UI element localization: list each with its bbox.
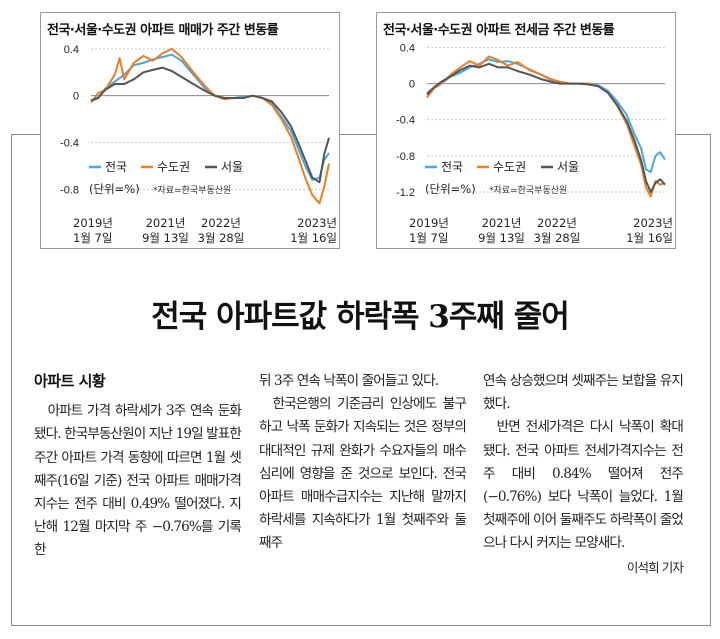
paragraph: 아파트 가격 하락세가 3주 연속 둔화됐다. 한국부동산원이 지난 19일 발… — [34, 403, 242, 559]
source-note: *자료=한국부동산원 — [489, 185, 567, 196]
byline: 이석희 기자 — [626, 559, 684, 575]
y-tick-label: 0 — [409, 79, 415, 91]
x-tick-label: 1월 16일 — [290, 231, 337, 245]
legend-label: 전국 — [105, 160, 127, 174]
y-tick-label: 0.4 — [64, 44, 79, 56]
y-tick-label: 0.4 — [400, 43, 415, 55]
article-column-2: 뒤 3주 연속 낙폭이 줄어들고 있다. 한국은행의 기준금리 인상에도 불구하… — [259, 370, 467, 556]
legend-label: 수도권 — [157, 160, 190, 174]
article-column-3: 연속 상승했으며 셋째주는 보합을 유지했다. 반면 전세가격은 다시 낙폭이 … — [483, 370, 684, 579]
source-note: *자료=한국부동산원 — [153, 185, 231, 196]
legend-label: 서울 — [557, 160, 579, 174]
y-tick-label: -0.8 — [396, 151, 415, 163]
legend-label: 수도권 — [493, 160, 526, 174]
x-tick-label: 2023년 — [633, 216, 673, 230]
legend-label: 서울 — [221, 160, 243, 174]
section-title: 아파트 시황 — [34, 372, 106, 390]
paragraph: 뒤 3주 연속 낙폭이 줄어들고 있다. — [259, 373, 439, 389]
y-tick-label: 0 — [73, 91, 79, 103]
series-line-seoul — [426, 62, 666, 193]
headline: 전국 아파트값 하락폭 3주째 줄어 — [151, 299, 570, 335]
jeonse-chart: 0.4 0 -0.4 -0.8 -1.2 2019년 1월 7일 2021년 9월 13일 202… — [376, 12, 676, 249]
article-frame — [11, 134, 711, 626]
y-tick-label: -0.4 — [396, 115, 415, 127]
x-tick-label: 9월 13일 — [142, 231, 189, 245]
series-line-capital_area — [426, 55, 666, 198]
x-tick-label: 9월 13일 — [478, 231, 525, 245]
x-tick-label: 3월 28일 — [198, 231, 245, 245]
unit-note: (단위=%) — [425, 182, 476, 196]
x-tick-label: 2021년 — [482, 216, 522, 230]
x-tick-label: 2023년 — [297, 216, 337, 230]
x-tick-label: 2019년 — [73, 216, 113, 230]
unit-note: (단위=%) — [89, 182, 140, 196]
paragraph: 연속 상승했으며 셋째주는 보합을 유지했다. — [483, 373, 684, 413]
paragraph: 반면 전세가격은 다시 낙폭이 확대됐다. 전국 아파트 전세가격지수는 전주 … — [483, 419, 684, 552]
sale-price-chart: 0.4 0 -0.4 -0.8 2019년 1월 7일 2021년 9월 13일 2022년 3월… — [40, 12, 340, 249]
article-column-1: 아파트 시황 아파트 가격 하락세가 3주 연속 둔화됐다. 한국부동산원이 지… — [34, 370, 242, 563]
x-tick-label: 2022년 — [201, 216, 241, 230]
x-tick-label: 2019년 — [409, 216, 449, 230]
chart-title: 전국·서울·수도권 아파트 전세금 주간 변동률 — [383, 23, 615, 38]
chart-title: 전국·서울·수도권 아파트 매매가 주간 변동률 — [47, 23, 279, 38]
x-tick-label: 1월 7일 — [73, 231, 112, 245]
y-tick-label: -0.8 — [60, 184, 79, 196]
x-tick-label: 2022년 — [537, 216, 577, 230]
x-tick-label: 1월 16일 — [626, 231, 673, 245]
legend-label: 전국 — [441, 160, 463, 174]
x-tick-label: 3월 28일 — [534, 231, 581, 245]
x-tick-label: 1월 7일 — [409, 231, 448, 245]
y-tick-label: -0.4 — [60, 137, 79, 149]
series-line-seoul — [90, 66, 330, 184]
y-tick-label: -1.2 — [396, 187, 415, 199]
x-tick-label: 2021년 — [146, 216, 186, 230]
paragraph: 한국은행의 기준금리 인상에도 불구하고 낙폭 둔화가 지속되는 것은 정부의 … — [259, 396, 467, 552]
